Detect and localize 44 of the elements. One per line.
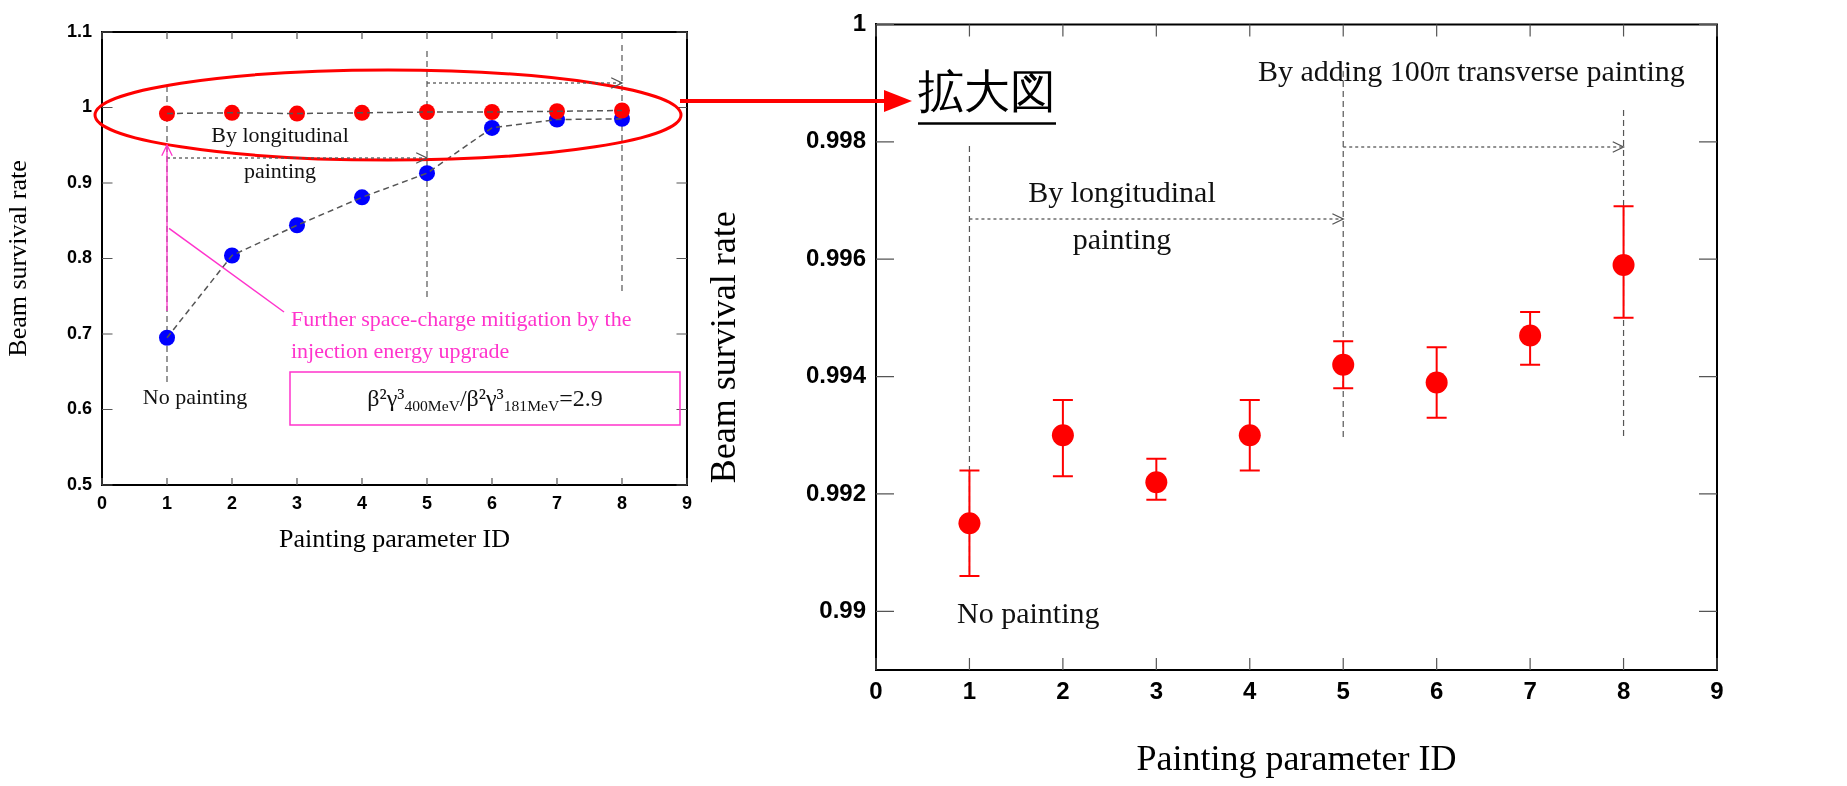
y-tick-label: 0.5 <box>66 473 92 494</box>
y-tick-label: 0.6 <box>66 398 92 419</box>
y-axis-title: Beam survival rate <box>3 160 33 357</box>
y-axis-title: Beam survival rate <box>703 211 744 484</box>
x-tick-label: 7 <box>551 492 562 513</box>
x-tick-label: 4 <box>356 492 368 513</box>
annotation: 拡大図 <box>918 63 1056 118</box>
y-tick-label: 0.99 <box>819 595 866 623</box>
x-tick-label: 7 <box>1523 677 1537 705</box>
y-tick-label: 0.9 <box>66 171 92 192</box>
x-tick-label: 8 <box>616 492 627 513</box>
annotation: No painting <box>142 383 248 409</box>
annotation: Further space-charge mitigation by the injection energy upgrade <box>291 305 632 363</box>
y-tick-label: 1.1 <box>66 20 92 41</box>
y-tick-label: 1 <box>852 9 866 37</box>
x-tick-label: 9 <box>1710 677 1724 705</box>
x-tick-label: 2 <box>1056 677 1070 705</box>
y-tick-label: 0.7 <box>66 322 92 343</box>
y-tick-label: 0.8 <box>66 247 92 268</box>
x-tick-label: 6 <box>1429 677 1444 705</box>
y-tick-label: 0.998 <box>805 126 866 154</box>
x-tick-label: 6 <box>486 492 497 513</box>
x-tick-label: 5 <box>1336 677 1350 705</box>
x-tick-label: 0 <box>869 677 883 705</box>
x-axis-title: Painting parameter ID <box>278 524 511 554</box>
x-axis-title: Painting parameter ID <box>1136 737 1457 778</box>
annotation: By adding 100π transverse painting <box>1258 53 1685 87</box>
y-tick-label: 0.994 <box>805 361 867 389</box>
x-tick-label: 9 <box>681 492 692 513</box>
annotation: By longitudinal painting <box>211 121 349 183</box>
x-tick-label: 2 <box>226 492 238 513</box>
y-tick-label: 0.992 <box>805 478 866 506</box>
x-tick-label: 1 <box>161 492 173 513</box>
y-tick-label: 0.996 <box>805 243 866 271</box>
x-tick-label: 3 <box>291 492 303 513</box>
x-tick-label: 8 <box>1616 677 1631 705</box>
x-tick-label: 0 <box>96 492 108 513</box>
x-tick-label: 1 <box>962 677 977 705</box>
x-tick-label: 3 <box>1149 677 1164 705</box>
x-tick-label: 4 <box>1243 677 1258 705</box>
annotation: No painting <box>957 595 1100 629</box>
y-tick-label: 1 <box>81 96 92 117</box>
annotation: By longitudinal painting <box>1028 174 1216 255</box>
x-tick-label: 5 <box>421 492 432 513</box>
